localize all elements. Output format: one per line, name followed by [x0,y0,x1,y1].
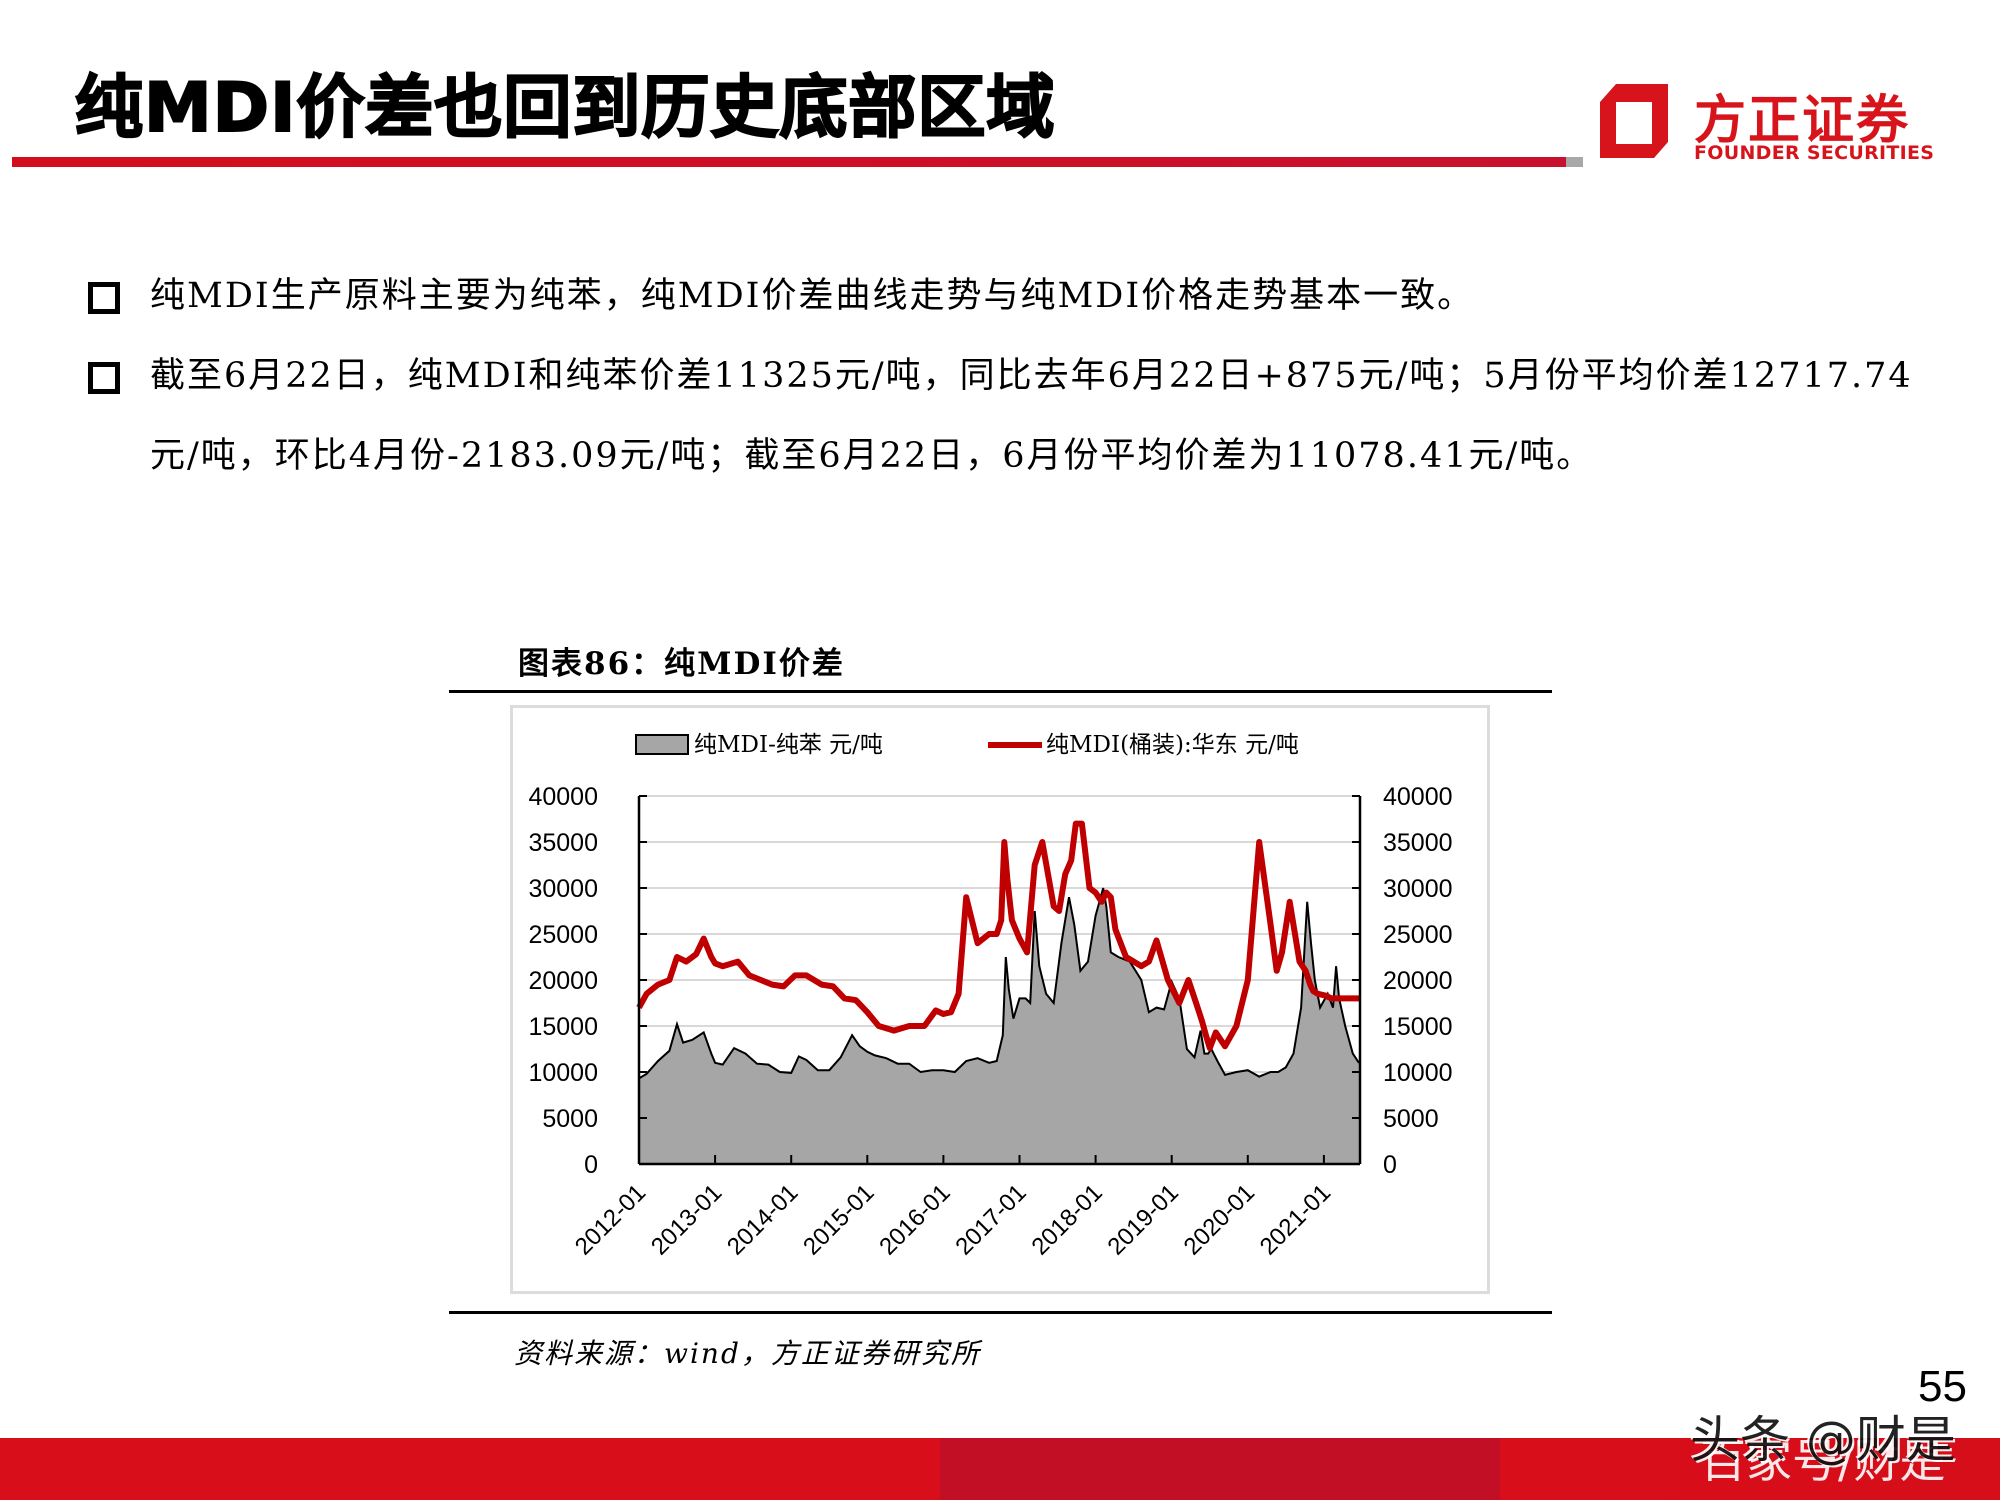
y-tick-label: 30000 [528,875,598,903]
figure-caption: 图表86：纯MDI价差 [518,646,845,682]
bullet-item: 纯MDI生产原料主要为纯苯，纯MDI价差曲线走势与纯MDI价格走势基本一致。 [88,256,1938,336]
title-underline-bar [12,157,1566,167]
y-tick-label: 25000 [1383,921,1453,949]
chart-plot: 纯MDI-纯苯 元/吨 纯MDI(桶装):华东 元/吨 0 5000 10000 15… [528,732,1453,1261]
y-tick-label: 35000 [1383,829,1453,857]
y-axis-right-labels: 0 5000 10000 15000 20000 25000 30000 35000 40000 [1383,783,1453,1179]
x-tick-label: 2017-01 [950,1179,1031,1260]
x-tick-label: 2015-01 [798,1179,879,1260]
figure-source: 资料来源：wind，方正证券研究所 [514,1337,981,1370]
y-tick-label: 20000 [1383,967,1453,995]
figure-top-rule [449,690,1552,693]
y-tick-label: 30000 [1383,875,1453,903]
spread-area-series [639,888,1359,1164]
spread-area-edge [638,887,1360,1080]
y-tick-label: 10000 [1383,1059,1453,1087]
company-logo: 方正证券 FOUNDER SECURITIES [1598,78,1934,168]
bullet-text: 纯MDI生产原料主要为纯苯，纯MDI价差曲线走势与纯MDI价格走势基本一致。 [150,276,1475,316]
x-tick-label: 2019-01 [1103,1179,1184,1260]
x-tick-label: 2012-01 [570,1179,651,1260]
y-tick-label: 0 [584,1151,598,1179]
y-tick-label: 10000 [528,1059,598,1087]
legend-label-price: 纯MDI(桶装):华东 元/吨 [1046,732,1299,758]
y-tick-label: 40000 [1383,783,1453,811]
x-axis-labels: 2012-012013-012014-012015-012016-012017-… [570,1179,1336,1260]
price-line-series [636,820,1360,1052]
watermark-secondary: 百家号/财是 [1700,1434,1946,1488]
x-tick-label: 2020-01 [1179,1179,1260,1260]
bullet-item: 截至6月22日，纯MDI和纯苯价差11325元/吨，同比去年6月22日+875元… [88,336,1938,576]
x-tick-label: 2014-01 [722,1179,803,1260]
y-tick-label: 5000 [1383,1105,1439,1133]
logo-text-cn: 方正证券 [1694,91,1911,151]
legend-area-swatch-icon [635,734,689,755]
y-tick-label: 15000 [1383,1013,1453,1041]
legend-label-spread: 纯MDI-纯苯 元/吨 [694,732,883,758]
y-tick-label: 40000 [528,783,598,811]
watermark-primary: 头条 @财是 [1690,1411,1956,1469]
y-tick-label: 25000 [528,921,598,949]
page-title: 纯MDI价差也回到历史底部区域 [74,68,1056,149]
chart-container: 纯MDI-纯苯 元/吨 纯MDI(桶装):华东 元/吨 0 5000 10000 15… [510,705,1490,1294]
y-tick-label: 15000 [528,1013,598,1041]
figure-bottom-rule [449,1311,1552,1314]
y-tick-label: 0 [1383,1151,1397,1179]
x-tick-label: 2016-01 [874,1179,955,1260]
y-tick-label: 35000 [528,829,598,857]
y-tick-label: 20000 [528,967,598,995]
chart-axes [637,795,1362,1166]
y-tick-label: 5000 [542,1105,598,1133]
chart-legend: 纯MDI-纯苯 元/吨 纯MDI(桶装):华东 元/吨 [635,732,1299,758]
page-number: 55 [1918,1362,1967,1411]
title-underline-end [1566,157,1583,167]
x-tick-label: 2021-01 [1255,1179,1336,1260]
footer-bar [0,1438,2000,1500]
logo-text-en: FOUNDER SECURITIES [1694,142,1935,164]
y-axis-left-labels: 0 5000 10000 15000 20000 25000 30000 35000 40000 [528,783,598,1179]
square-bullet-icon [88,362,120,394]
x-tick-label: 2018-01 [1026,1179,1107,1260]
bullet-text: 截至6月22日，纯MDI和纯苯价差11325元/吨，同比去年6月22日+875元… [150,356,1913,476]
x-tick-label: 2013-01 [646,1179,727,1260]
square-bullet-icon [88,282,120,314]
founder-logo-icon [1600,84,1668,158]
